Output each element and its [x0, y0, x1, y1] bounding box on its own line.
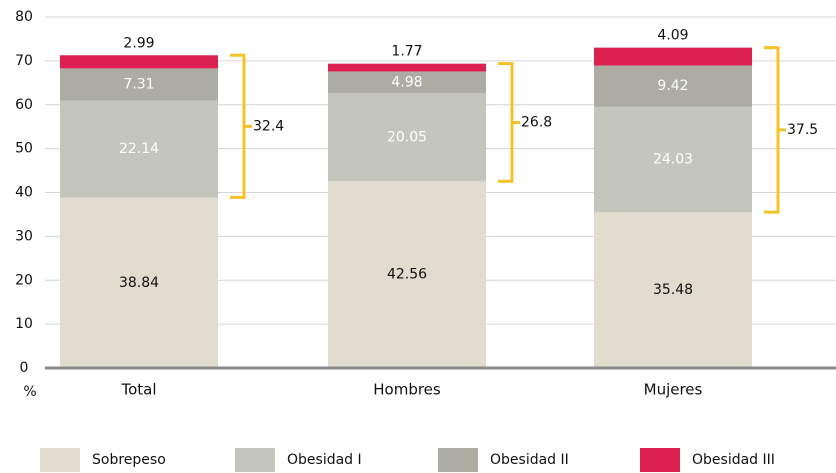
y-tick-label: 0 — [20, 360, 29, 376]
y-tick-label: 20 — [15, 272, 33, 288]
bar-segment — [594, 212, 752, 368]
bar-segment — [328, 71, 486, 94]
x-tick-label: Hombres — [373, 381, 441, 399]
legend-swatch — [438, 448, 478, 472]
y-tick-label: 80 — [15, 9, 33, 25]
y-tick-label: 70 — [15, 53, 33, 69]
bracket-label: 37.5 — [787, 122, 818, 138]
x-tick-label: Mujeres — [644, 381, 703, 399]
bar-segment — [594, 106, 752, 213]
value-label: 9.42 — [657, 78, 688, 94]
value-label: 2.99 — [123, 35, 154, 51]
legend-swatch — [40, 448, 80, 472]
legend-label: Obesidad II — [490, 452, 569, 468]
bar-segment — [594, 65, 752, 107]
value-label: 4.98 — [391, 74, 422, 90]
y-tick-label: 10 — [15, 316, 33, 332]
value-label: 35.48 — [653, 282, 693, 298]
bracket-label: 26.8 — [521, 114, 552, 130]
y-tick-label: 60 — [15, 97, 33, 113]
y-axis-label: % — [23, 384, 36, 400]
bracket — [764, 46, 786, 214]
bracket — [230, 53, 252, 199]
bar-segment — [60, 100, 218, 198]
bar-segment — [328, 63, 486, 72]
y-tick-label: 30 — [15, 228, 33, 244]
value-label: 22.14 — [119, 141, 159, 157]
bar-segment — [60, 197, 218, 368]
x-tick-label: Total — [120, 381, 156, 399]
value-label: 24.03 — [653, 152, 693, 168]
bar-segment — [60, 68, 218, 101]
bracket-label: 32.4 — [253, 118, 284, 134]
bar-segment — [60, 55, 218, 69]
legend-label: Obesidad III — [692, 452, 775, 468]
bar-segment — [594, 47, 752, 66]
legend-swatch — [235, 448, 275, 472]
legend-label: Obesidad I — [287, 452, 362, 468]
value-label: 42.56 — [387, 267, 427, 283]
value-label: 38.84 — [119, 275, 159, 291]
value-label: 7.31 — [123, 76, 154, 92]
y-tick-label: 50 — [15, 141, 33, 157]
y-tick-label: 40 — [15, 185, 33, 201]
legend-swatch — [640, 448, 680, 472]
value-label: 20.05 — [387, 129, 427, 145]
value-label: 4.09 — [657, 28, 688, 44]
bar-segment — [328, 93, 486, 182]
value-label: 1.77 — [391, 44, 422, 60]
bracket — [498, 62, 520, 183]
bar-segment — [328, 181, 486, 368]
legend-label: Sobrepeso — [92, 452, 166, 468]
